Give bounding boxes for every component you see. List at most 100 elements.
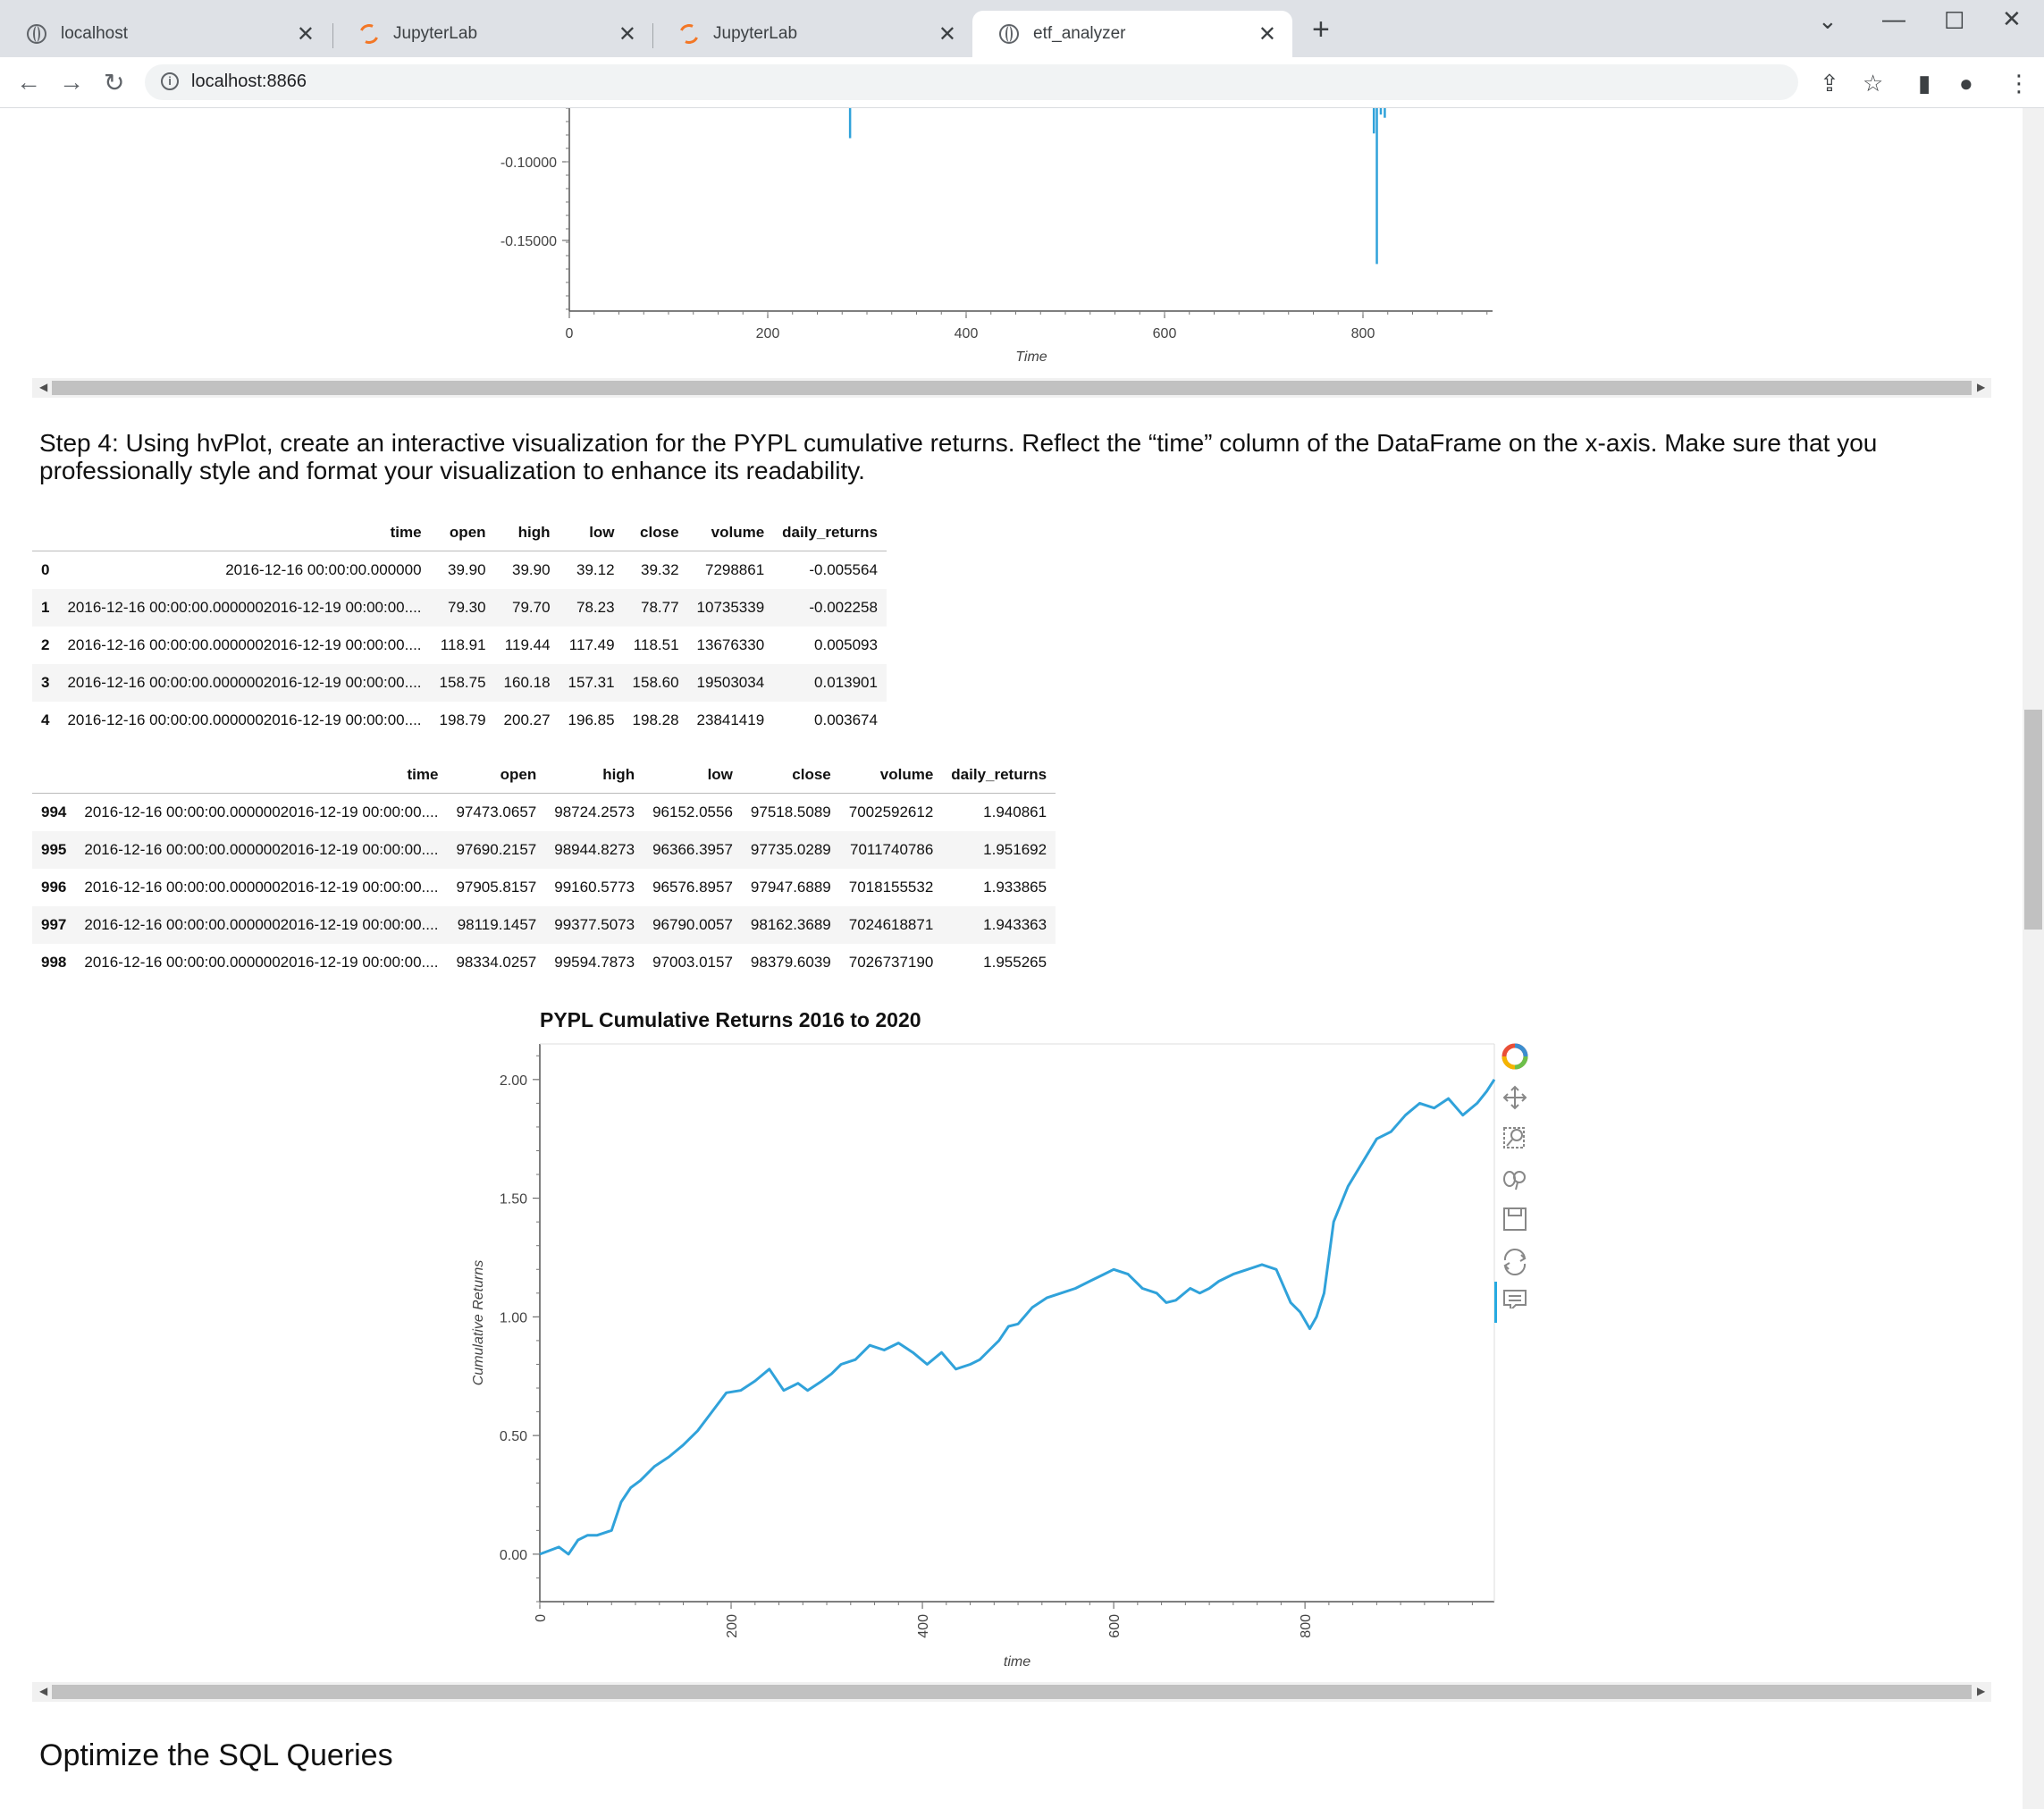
share-icon[interactable]: ⇪ [1820, 70, 1839, 97]
table-cell: 198.28 [632, 711, 679, 728]
table-cell: 78.77 [623, 589, 688, 627]
page-scrollbar[interactable] [2023, 108, 2044, 1809]
table-cell: 39.32 [640, 561, 679, 578]
scroll-left-icon[interactable]: ◀ [39, 1685, 48, 1697]
tab-search-icon[interactable]: ⌄ [1818, 7, 1838, 34]
new-tab-button[interactable]: + [1312, 13, 1330, 46]
url-text[interactable]: localhost:8866 [191, 72, 307, 91]
column-header: low [559, 515, 624, 551]
step4-heading: Step 4: Using hvPlot, create an interact… [39, 429, 1878, 484]
jupyter-icon [356, 21, 383, 47]
x-axis-label: time [1004, 1654, 1030, 1670]
column-header [32, 515, 59, 551]
x-tick-label: 200 [725, 1614, 740, 1638]
tab-title: etf_analyzer [1033, 24, 1126, 43]
table-cell: 1.955265 [983, 954, 1047, 971]
table-row: 994 2016-12-16 00:00:00.0000002016-12-19 … [32, 794, 1056, 832]
table-cell: 19503034 [687, 664, 774, 702]
y-tick-label: 0.00 [500, 1548, 527, 1563]
tab-title: JupyterLab [393, 24, 478, 43]
globe-icon [27, 24, 46, 44]
table-cell: 1.933865 [983, 879, 1047, 896]
tail-dataframe-table: time open high low close volume daily_returns 9… [32, 757, 1056, 981]
window-close-icon[interactable]: ✕ [2002, 5, 2022, 32]
table-cell: 2016-12-16 00:00:00.0000002016-12-19 00:… [67, 711, 422, 728]
reset-icon[interactable] [1503, 1248, 1527, 1276]
maximize-icon[interactable]: ☐ [1944, 7, 1965, 34]
table-cell: 0.005093 [814, 636, 878, 653]
output-scrollbar[interactable]: ◀ ▶ [32, 378, 1991, 398]
output-scrollbar[interactable]: ◀ ▶ [32, 1682, 1991, 1702]
table-cell: -0.005564 [809, 561, 878, 578]
table-cell: 0.013901 [773, 664, 887, 702]
row-index: 997 [32, 906, 76, 944]
scroll-thumb[interactable] [52, 1685, 1972, 1699]
daily-returns-chart[interactable]: -0.10000 -0.15000 0 200 400 600 800 Time [465, 108, 1519, 376]
table-cell: 39.90 [447, 561, 486, 578]
wheel-zoom-icon[interactable] [1503, 1171, 1526, 1191]
table-cell: 97947.6889 [750, 879, 831, 896]
table-cell: 99160.5773 [554, 879, 635, 896]
table-cell: 7011740786 [839, 831, 943, 869]
scroll-left-icon[interactable]: ◀ [39, 381, 48, 393]
close-tab-icon[interactable]: ✕ [618, 22, 636, 46]
row-index: 0 [41, 561, 50, 578]
side-panel-icon[interactable]: ▮ [1918, 70, 1931, 97]
reload-icon[interactable]: ↻ [104, 69, 125, 97]
table-cell: 97735.0289 [741, 831, 840, 869]
table-header-row: time open high low close volume daily_returns [32, 757, 1056, 794]
address-bar[interactable] [145, 64, 1798, 100]
menu-icon[interactable]: ⋮ [2007, 70, 2031, 97]
box-zoom-icon[interactable] [1503, 1127, 1525, 1149]
y-axis-label: Cumulative Returns [471, 1260, 486, 1386]
y-tick-label: -0.10000 [500, 156, 557, 171]
x-tick-label: 400 [955, 326, 979, 341]
scroll-right-icon[interactable]: ▶ [1977, 1685, 1986, 1697]
table-cell: 118.51 [633, 636, 679, 653]
tab-jupyterlab-2[interactable]: JupyterLab ✕ [652, 11, 972, 57]
tab-etf-analyzer[interactable]: etf_analyzer ✕ [972, 11, 1292, 57]
profile-icon[interactable]: ● [1959, 70, 1973, 97]
table-cell: 7298861 [704, 561, 765, 578]
bookmark-star-icon[interactable]: ☆ [1863, 70, 1884, 97]
table-cell: 158.60 [623, 664, 688, 702]
table-cell: 118.91 [440, 636, 486, 653]
column-header: high [494, 515, 559, 551]
table-cell: 79.70 [494, 589, 559, 627]
forward-icon[interactable]: → [59, 68, 84, 96]
minimize-icon[interactable]: — [1882, 5, 1905, 32]
table-cell: 98334.0257 [456, 954, 537, 971]
table-cell: 158.75 [430, 664, 495, 702]
column-header [32, 757, 76, 794]
bokeh-logo-icon[interactable] [1501, 1043, 1528, 1070]
scroll-thumb[interactable] [52, 381, 1972, 395]
scroll-right-icon[interactable]: ▶ [1977, 381, 1986, 393]
column-header: high [545, 757, 644, 794]
plot-toolbar [1494, 1040, 1530, 1323]
table-cell: 2016-12-16 00:00:00.0000002016-12-19 00:… [75, 906, 448, 944]
table-cell: 79.30 [430, 589, 495, 627]
tab-title: localhost [61, 24, 128, 43]
column-header: close [741, 757, 840, 794]
table-cell: 97518.5089 [750, 804, 831, 820]
pan-icon[interactable] [1502, 1085, 1527, 1110]
table-cell: 2016-12-16 00:00:00.0000002016-12-19 00:… [58, 664, 431, 702]
save-icon[interactable] [1503, 1207, 1527, 1231]
tab-localhost[interactable]: localhost ✕ [0, 11, 331, 57]
close-tab-icon[interactable]: ✕ [938, 22, 956, 46]
row-index: 994 [41, 804, 67, 820]
site-info-icon[interactable]: i [161, 72, 179, 90]
x-axis-label: Time [1015, 349, 1047, 365]
back-icon[interactable]: ← [16, 68, 41, 96]
cumulative-returns-chart[interactable]: PYPL Cumulative Returns 2016 to 2020 0.00… [447, 1001, 1546, 1680]
table-cell: 2016-12-16 00:00:00.0000002016-12-19 00:… [75, 831, 448, 869]
close-tab-icon[interactable]: ✕ [296, 22, 315, 46]
table-cell: 39.90 [511, 561, 551, 578]
hover-icon[interactable] [1503, 1290, 1527, 1313]
tab-jupyterlab-1[interactable]: JupyterLab ✕ [332, 11, 652, 57]
close-tab-icon[interactable]: ✕ [1258, 22, 1276, 46]
table-cell: 119.44 [504, 636, 551, 653]
table-row: 2 2016-12-16 00:00:00.0000002016-12-19 00… [32, 627, 887, 664]
column-header: time [75, 757, 448, 794]
page-scroll-thumb[interactable] [2024, 710, 2042, 930]
